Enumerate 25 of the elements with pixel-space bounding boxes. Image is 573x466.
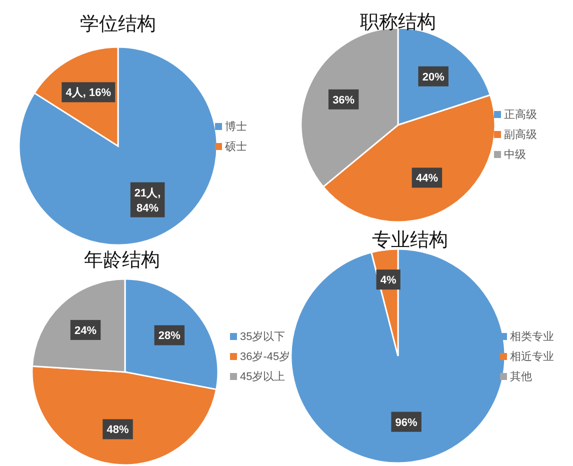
data-label: 48% [106, 424, 129, 436]
data-label: 21人, 84% [134, 187, 161, 214]
legend-label: 相类专业 [510, 330, 554, 343]
data-label: 20% [422, 71, 445, 84]
data-label: 4人, 16% [66, 87, 112, 100]
legend-label: 博士 [225, 120, 247, 133]
legend-label: 其他 [510, 370, 532, 383]
title: 年龄结构 [84, 250, 160, 271]
legend-label: 35岁以下 [240, 330, 286, 343]
legend-label: 中级 [504, 148, 526, 161]
data-label: 28% [158, 330, 181, 342]
title: 专业结构 [372, 230, 448, 251]
data-label: 96% [395, 416, 418, 429]
data-label: 44% [416, 172, 438, 185]
legend-label: 36岁-45岁 [240, 351, 290, 363]
legend-label: 正高级 [504, 108, 537, 121]
title: 学位结构 [80, 14, 156, 35]
title: 职称结构 [360, 12, 436, 33]
data-label: 36% [332, 94, 355, 106]
legend-label: 相近专业 [510, 350, 554, 363]
legend-label: 硕士 [224, 140, 247, 153]
legend-label: 45岁以上 [240, 370, 286, 383]
data-label: 24% [74, 324, 97, 337]
legend-label: 副高级 [504, 128, 537, 141]
data-label: 4% [380, 274, 397, 287]
